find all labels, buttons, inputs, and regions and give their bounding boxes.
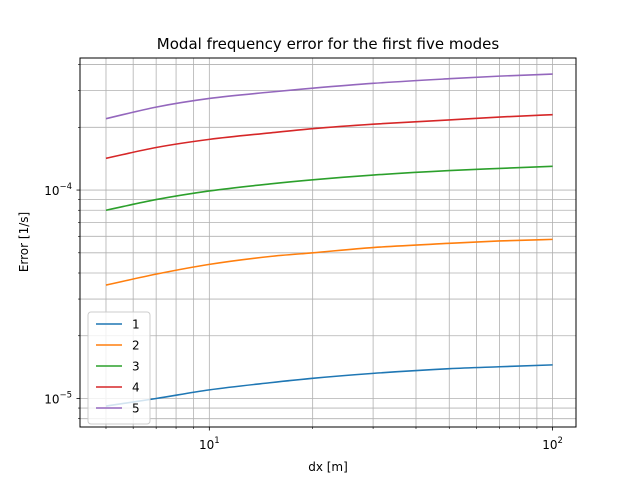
series-line-5 <box>105 73 553 120</box>
legend-entry-4: 4 <box>132 381 140 395</box>
x-tick-label: 102 <box>542 436 563 452</box>
y-tick-label: 10−4 <box>44 182 72 198</box>
series-line-2 <box>105 238 553 286</box>
legend-entry-1: 1 <box>132 318 140 332</box>
legend-entry-5: 5 <box>132 402 140 416</box>
legend-entry-3: 3 <box>132 360 140 374</box>
y-tick-label: 10−5 <box>44 391 72 407</box>
plot-series <box>105 73 553 407</box>
series-line-3 <box>105 165 553 212</box>
legend: 1 2 3 4 5 <box>87 311 151 425</box>
y-axis-label: Error [1/s] <box>17 212 31 272</box>
x-axis-label: dx [m] <box>308 460 348 474</box>
legend-entry-2: 2 <box>132 339 140 353</box>
series-line-1 <box>105 364 553 407</box>
plot-frame <box>79 57 577 428</box>
grid <box>80 58 576 427</box>
legend-frame <box>87 311 151 425</box>
axis-ticks: 101 102 10−5 10−4 <box>44 64 563 452</box>
chart-title: Modal frequency error for the first five… <box>157 35 500 53</box>
x-tick-label: 101 <box>199 436 220 452</box>
series-line-4 <box>105 113 553 160</box>
